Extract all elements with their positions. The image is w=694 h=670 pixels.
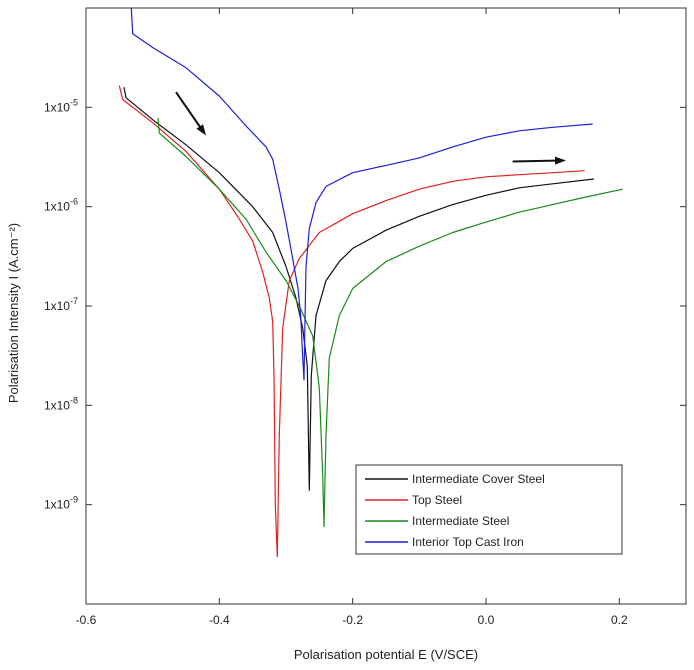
x-tick-label: -0.2 bbox=[342, 613, 363, 627]
series-line-top-steel bbox=[118, 85, 585, 558]
y-tick-label-base: 1x10 bbox=[44, 200, 70, 214]
legend-label: Intermediate Steel bbox=[412, 514, 509, 528]
direction-arrow-head bbox=[554, 156, 566, 165]
direction-arrow-shaft bbox=[512, 159, 556, 163]
legend-label: Interior Top Cast Iron bbox=[412, 535, 524, 549]
y-tick-label: 1x10-9 bbox=[44, 495, 78, 512]
y-tick-label-exponent: -6 bbox=[70, 197, 78, 207]
y-tick-label-exponent: -5 bbox=[70, 97, 78, 107]
x-tick-label: 0.0 bbox=[478, 613, 495, 627]
y-axis-title: Polarisation Intensity I (A.cm⁻²) bbox=[6, 223, 21, 403]
y-tick-label-exponent: -8 bbox=[70, 395, 78, 405]
arrow-group bbox=[175, 91, 566, 165]
y-tick-label-base: 1x10 bbox=[44, 398, 70, 412]
y-tick-label: 1x10-5 bbox=[44, 97, 78, 114]
legend-box bbox=[355, 464, 623, 555]
x-tick-label: -0.4 bbox=[209, 613, 230, 627]
y-tick-label-exponent: -7 bbox=[70, 296, 78, 306]
y-tick-label: 1x10-6 bbox=[44, 197, 78, 214]
y-tick-label-base: 1x10 bbox=[44, 100, 70, 114]
legend-label: Top Steel bbox=[412, 493, 462, 507]
direction-arrow-shaft bbox=[175, 91, 201, 128]
x-tick-label: 0.2 bbox=[611, 613, 628, 627]
series-line-intermediate-cover-steel bbox=[123, 86, 595, 491]
series-line-intermediate-steel bbox=[157, 118, 623, 528]
y-tick-label-exponent: -9 bbox=[70, 495, 78, 505]
x-axis-title: Polarisation potential E (V/SCE) bbox=[294, 647, 478, 662]
legend: Intermediate Cover Steel Top Steel Interme… bbox=[355, 464, 623, 555]
series-line-interior-top-cast-iron bbox=[130, 7, 593, 381]
direction-arrow-head bbox=[196, 124, 206, 136]
y-tick-label-base: 1x10 bbox=[44, 498, 70, 512]
axis-ticks: -0.6 -0.4 -0.2 0.0 0.21x10-51x10-61x10-71x10… bbox=[44, 8, 686, 627]
y-tick-label: 1x10-8 bbox=[44, 395, 78, 412]
series-group bbox=[118, 7, 623, 558]
y-tick-label: 1x10-7 bbox=[44, 296, 78, 313]
legend-label: Intermediate Cover Steel bbox=[412, 472, 545, 486]
x-tick-label: -0.6 bbox=[76, 613, 97, 627]
y-tick-label-base: 1x10 bbox=[44, 299, 70, 313]
